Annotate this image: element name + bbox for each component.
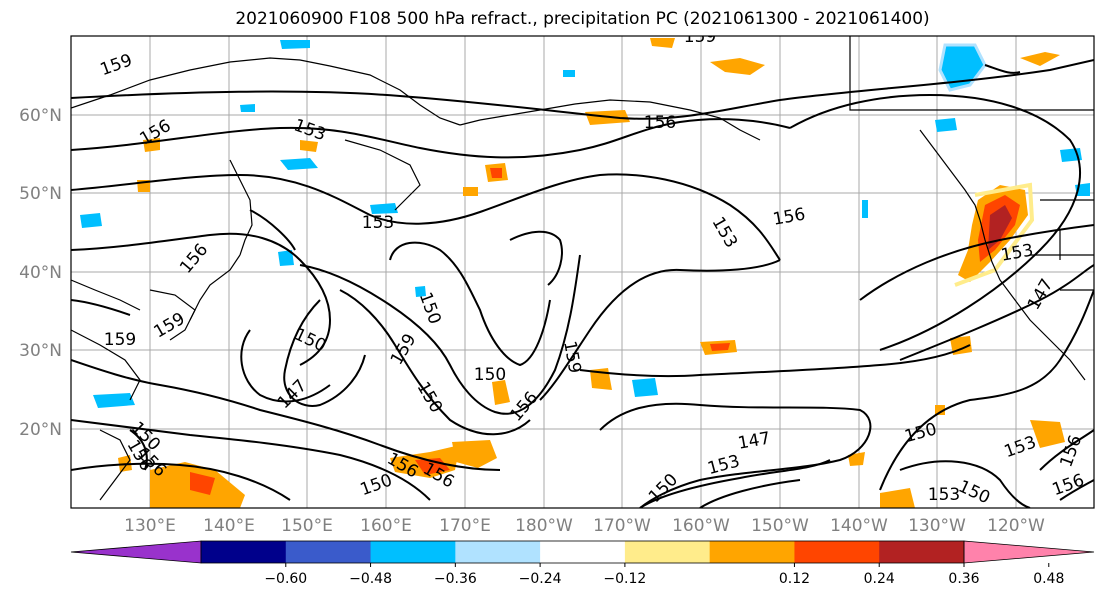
colorbar-segment <box>285 541 372 563</box>
lon-label: 130°E <box>124 516 176 536</box>
colorbar-extension-high <box>963 540 1095 564</box>
longitude-labels: 130°E 140°E 150°E 160°E 170°E 180°W 170°… <box>124 516 1045 536</box>
colorbar-tick-label: −0.60 <box>264 571 307 587</box>
colorbar-tick-label: 0.12 <box>779 571 810 587</box>
colorbar-segment <box>709 541 795 563</box>
colorbar-tick-label: −0.12 <box>603 571 646 587</box>
colorbar-ticks: −0.60 −0.48 −0.36 −0.24 −0.12 0.12 0.24 0.36 0.4… <box>264 563 1064 587</box>
latitude-labels: 60°N 50°N 40°N 30°N 20°N <box>19 106 62 440</box>
lat-label: 60°N <box>19 106 62 126</box>
coastlines <box>71 36 1094 501</box>
precip-negative-areas <box>80 40 1090 408</box>
colorbar-segment <box>455 541 541 563</box>
colorbar-segment <box>879 541 965 563</box>
contour-label: 153 <box>928 485 960 505</box>
colorbar-tick-label: 0.24 <box>864 571 895 587</box>
refractivity-contours <box>71 59 1094 508</box>
colorbar-segment <box>201 541 287 563</box>
contour-label: 153 <box>362 213 394 233</box>
contour-label: 159 <box>104 330 136 350</box>
precip-positive-areas <box>118 38 1065 508</box>
lon-label: 140°E <box>203 516 255 536</box>
lat-label: 20°N <box>19 420 62 440</box>
map-title: 2021060900 F108 500 hPa refract., precip… <box>235 9 930 29</box>
contour-label: 156 <box>644 113 676 133</box>
lon-label: 170°W <box>593 516 651 536</box>
colorbar-outline <box>200 540 965 564</box>
lat-label: 30°N <box>19 341 62 361</box>
lon-label: 130°W <box>908 516 966 536</box>
lon-label: 150°W <box>751 516 809 536</box>
colorbar-tick-label: −0.48 <box>349 571 392 587</box>
lon-label: 140°W <box>830 516 888 536</box>
colorbar-tick-label: −0.36 <box>434 571 477 587</box>
lon-label: 150°E <box>281 516 333 536</box>
colorbar-tick-label: 0.36 <box>948 571 979 587</box>
lon-label: 160°W <box>672 516 730 536</box>
colorbar-extension-low <box>70 540 202 564</box>
lat-label: 40°N <box>19 263 62 283</box>
colorbar-segment <box>794 541 880 563</box>
lon-label: 170°E <box>439 516 491 536</box>
lon-label: 160°E <box>360 516 412 536</box>
map-frame <box>70 35 1095 509</box>
colorbar-tick-label: −0.24 <box>519 571 562 587</box>
colorbar <box>70 540 1095 564</box>
colorbar-segment <box>540 541 626 563</box>
colorbar-tick-label: 0.48 <box>1033 571 1064 587</box>
lat-label: 50°N <box>19 184 62 204</box>
lon-label: 180°W <box>515 516 573 536</box>
colorbar-segment <box>370 541 456 563</box>
contour-label: 150 <box>474 365 506 385</box>
contour-label: 159 <box>684 27 716 47</box>
lon-label: 120°W <box>987 516 1045 536</box>
colorbar-segment <box>624 541 711 563</box>
